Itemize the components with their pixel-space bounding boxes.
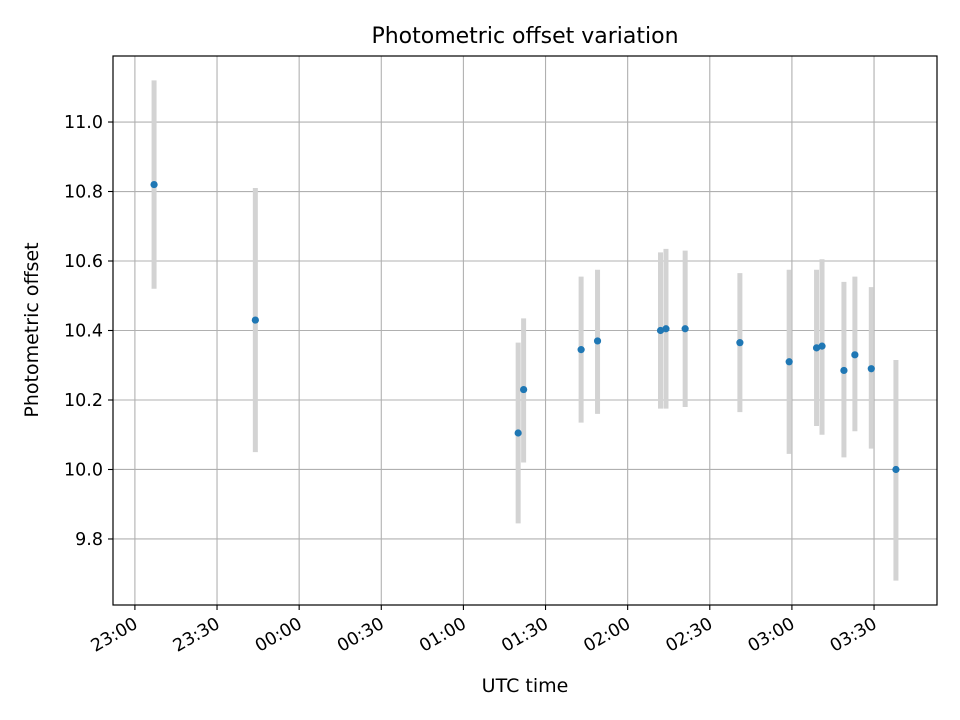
data-point bbox=[681, 325, 689, 333]
chart-title: Photometric offset variation bbox=[371, 24, 678, 49]
data-point bbox=[840, 366, 848, 375]
data-point bbox=[520, 385, 528, 394]
y-axis-label: Photometric offset bbox=[21, 242, 43, 417]
data-point bbox=[892, 465, 900, 474]
data-point bbox=[785, 358, 793, 366]
data-points bbox=[150, 180, 900, 474]
y-tick-label: 10.2 bbox=[64, 391, 103, 411]
data-point bbox=[251, 316, 259, 324]
y-tick-label: 10.6 bbox=[64, 252, 103, 272]
y-tick-label: 9.8 bbox=[75, 530, 103, 550]
x-axis-label: UTC time bbox=[482, 675, 569, 697]
data-point bbox=[818, 342, 826, 350]
y-tick-label: 10.8 bbox=[64, 183, 103, 203]
y-tick-label: 10.4 bbox=[64, 322, 103, 342]
data-point bbox=[851, 351, 859, 359]
data-point bbox=[867, 365, 875, 373]
data-point bbox=[593, 337, 602, 345]
y-tick-label: 10.0 bbox=[64, 460, 103, 480]
y-tick-label: 11.0 bbox=[64, 113, 103, 133]
data-point bbox=[514, 429, 522, 437]
data-point bbox=[150, 180, 158, 189]
data-point bbox=[577, 346, 585, 354]
y-axis-ticks: 9.8 10.0 10.2 10.4 10.6 10.8 11.0 bbox=[64, 113, 113, 550]
data-point bbox=[812, 344, 821, 352]
data-point bbox=[662, 325, 670, 333]
data-point bbox=[736, 339, 744, 347]
data-point bbox=[656, 326, 665, 335]
